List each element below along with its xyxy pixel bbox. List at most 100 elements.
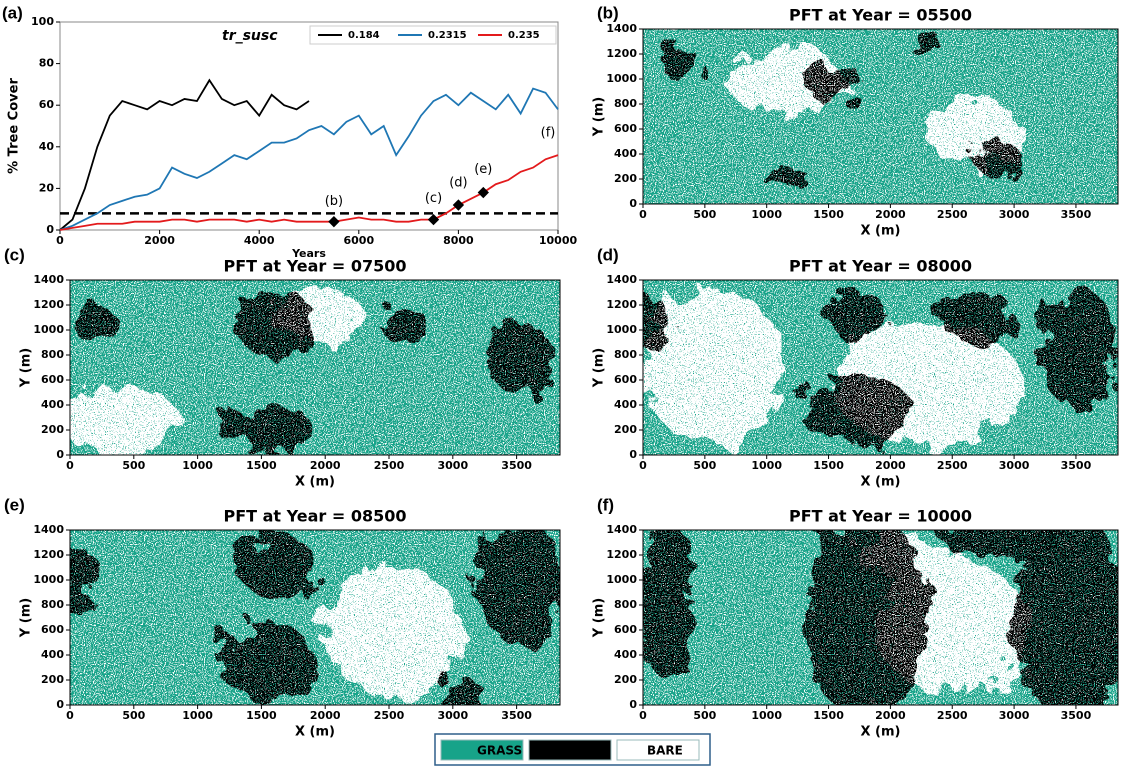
y-tick-label: 1200: [33, 548, 64, 561]
y-tick-label: 400: [41, 398, 64, 411]
x-tick-label: 0: [56, 234, 64, 247]
y-tick-label: 200: [41, 423, 64, 436]
x-tick-label: 3500: [1061, 208, 1092, 221]
y-axis-label: Y (m): [592, 598, 607, 638]
tree-patch: [217, 407, 315, 450]
x-tick-label: 0: [639, 208, 647, 221]
x-tick-label: 1500: [246, 709, 277, 722]
tree-patch: [804, 60, 862, 103]
legend-label: 0.235: [508, 30, 540, 41]
x-tick-label: 1500: [813, 459, 844, 472]
x-tick-label: 2000: [144, 234, 175, 247]
x-tick-label: 1000: [751, 709, 782, 722]
y-tick-label: 400: [41, 648, 64, 661]
x-tick-label: 500: [122, 709, 145, 722]
x-tick-label: 2000: [310, 459, 341, 472]
y-tick-label: 800: [41, 348, 64, 361]
y-tick-label: 0: [56, 448, 64, 461]
y-axis-label: Y (m): [19, 598, 34, 638]
x-tick-label: 2500: [374, 709, 405, 722]
y-tick-label: 40: [39, 140, 55, 153]
x-tick-label: 1000: [751, 208, 782, 221]
tree-patch: [975, 142, 1023, 178]
x-tick-label: 1000: [182, 459, 213, 472]
y-tick-label: 200: [614, 423, 637, 436]
x-tick-label: 1500: [813, 709, 844, 722]
y-tick-label: 0: [629, 197, 637, 210]
panel-label: (e): [4, 495, 25, 514]
y-tick-label: 800: [614, 598, 637, 611]
y-tick-label: 200: [614, 172, 637, 185]
panel-label: (f): [597, 495, 614, 514]
plot-area: [59, 21, 559, 231]
marker: [477, 186, 489, 199]
tree-patch: [476, 530, 560, 644]
legend-label: GRASS: [477, 744, 522, 758]
x-tick-label: 3500: [1061, 709, 1092, 722]
x-tick-label: 3000: [999, 709, 1030, 722]
annotation: (d): [449, 176, 467, 191]
tree-patch: [74, 302, 115, 345]
annotation: (f): [541, 126, 556, 141]
frame: [642, 529, 1119, 706]
tree-patch: [236, 533, 315, 597]
x-tick-label: 3000: [438, 459, 469, 472]
tree-patch: [217, 622, 315, 700]
x-axis-label: X (m): [861, 224, 901, 239]
x-axis-label: X (m): [861, 725, 901, 740]
y-tick-label: 1000: [606, 323, 637, 336]
x-tick-label: 500: [122, 459, 145, 472]
y-tick-label: 1400: [33, 273, 64, 286]
x-tick-label: 2500: [937, 208, 968, 221]
x-tick-label: 10000: [539, 234, 578, 247]
map-raster: [643, 280, 1118, 455]
y-tick-label: 600: [41, 373, 64, 386]
series-line: [59, 87, 559, 231]
series-line: [59, 78, 310, 231]
x-tick-label: 2000: [875, 208, 906, 221]
tree-patch: [643, 530, 696, 679]
y-tick-label: 1400: [33, 523, 64, 536]
tree-patch: [761, 167, 810, 189]
panel-label: (b): [597, 3, 619, 22]
x-tick-label: 500: [693, 459, 716, 472]
y-tick-label: 1200: [606, 298, 637, 311]
x-tick-label: 3000: [999, 459, 1030, 472]
tree-patch: [437, 678, 487, 705]
tree-patch: [236, 288, 315, 359]
x-tick-label: 500: [693, 208, 716, 221]
y-tick-label: 1000: [33, 323, 64, 336]
y-tick-label: 200: [614, 673, 637, 686]
bare-speckle: [643, 29, 1118, 204]
y-tick-label: 400: [614, 398, 637, 411]
y-tick-label: 0: [629, 448, 637, 461]
frame: [69, 529, 561, 706]
y-tick-label: 80: [39, 57, 55, 70]
tree-patch: [1042, 288, 1118, 412]
y-tick-label: 400: [614, 147, 637, 160]
bare-patch: [643, 288, 786, 447]
legend-label: TREE: [559, 744, 593, 758]
y-tick-label: 1400: [606, 523, 637, 536]
x-tick-label: 1000: [182, 709, 213, 722]
x-axis-label: Years: [291, 247, 326, 260]
bare-patch: [324, 565, 462, 698]
bare-speckle: [70, 530, 560, 705]
tree-patch: [804, 530, 928, 705]
annotation: (c): [425, 191, 442, 206]
y-tick-label: 1000: [606, 573, 637, 586]
y-tick-label: 600: [41, 623, 64, 636]
marker: [427, 213, 440, 226]
y-tick-label: 800: [614, 97, 637, 110]
tree-patch: [799, 376, 914, 447]
y-tick-label: 200: [41, 673, 64, 686]
tree-patch: [378, 306, 428, 342]
x-tick-label: 1500: [813, 208, 844, 221]
frame: [69, 279, 561, 456]
marker: [328, 216, 340, 228]
frame: [642, 28, 1119, 205]
tree-patch: [937, 288, 1014, 342]
frame: [642, 279, 1119, 456]
y-tick-label: 1400: [606, 273, 637, 286]
